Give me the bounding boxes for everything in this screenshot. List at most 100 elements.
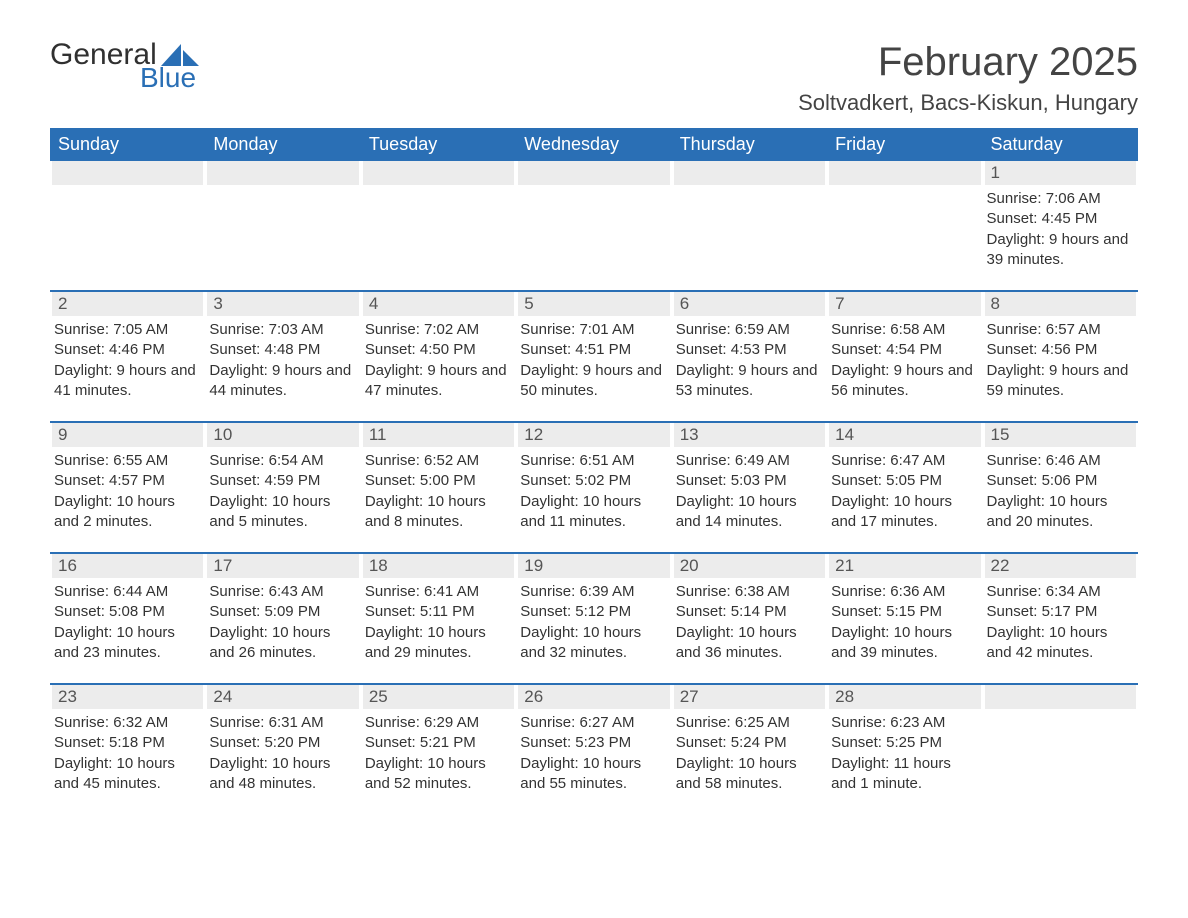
- day-details: Sunrise: 7:02 AMSunset: 4:50 PMDaylight:…: [363, 320, 514, 401]
- sunrise-text: Sunrise: 7:06 AM: [987, 189, 1134, 209]
- dow-cell: Sunday: [50, 128, 205, 161]
- day-details: Sunrise: 6:51 AMSunset: 5:02 PMDaylight:…: [518, 451, 669, 532]
- day-cell-blank: [361, 161, 516, 276]
- day-number: 26: [518, 685, 669, 709]
- sunset-text: Sunset: 5:09 PM: [209, 602, 356, 622]
- daylight-text: Daylight: 10 hours and 8 minutes.: [365, 492, 512, 533]
- sunrise-text: Sunrise: 6:51 AM: [520, 451, 667, 471]
- day-details: Sunrise: 6:31 AMSunset: 5:20 PMDaylight:…: [207, 713, 358, 794]
- sunset-text: Sunset: 5:03 PM: [676, 471, 823, 491]
- day-cell: 26Sunrise: 6:27 AMSunset: 5:23 PMDayligh…: [516, 685, 671, 800]
- sunset-text: Sunset: 4:53 PM: [676, 340, 823, 360]
- day-cell: 3Sunrise: 7:03 AMSunset: 4:48 PMDaylight…: [205, 292, 360, 407]
- sunset-text: Sunset: 5:05 PM: [831, 471, 978, 491]
- sunset-text: Sunset: 5:02 PM: [520, 471, 667, 491]
- day-number: 15: [985, 423, 1136, 447]
- day-cell-blank: [516, 161, 671, 276]
- day-details: Sunrise: 6:52 AMSunset: 5:00 PMDaylight:…: [363, 451, 514, 532]
- day-number: 25: [363, 685, 514, 709]
- day-cell: 4Sunrise: 7:02 AMSunset: 4:50 PMDaylight…: [361, 292, 516, 407]
- week-row: 1Sunrise: 7:06 AMSunset: 4:45 PMDaylight…: [50, 161, 1138, 276]
- day-cell: 5Sunrise: 7:01 AMSunset: 4:51 PMDaylight…: [516, 292, 671, 407]
- day-details: Sunrise: 6:36 AMSunset: 5:15 PMDaylight:…: [829, 582, 980, 663]
- daylight-text: Daylight: 11 hours and 1 minute.: [831, 754, 978, 795]
- day-cell: 16Sunrise: 6:44 AMSunset: 5:08 PMDayligh…: [50, 554, 205, 669]
- day-number: 12: [518, 423, 669, 447]
- day-details: Sunrise: 6:47 AMSunset: 5:05 PMDaylight:…: [829, 451, 980, 532]
- day-details: Sunrise: 7:01 AMSunset: 4:51 PMDaylight:…: [518, 320, 669, 401]
- sunrise-text: Sunrise: 6:54 AM: [209, 451, 356, 471]
- day-details: Sunrise: 6:41 AMSunset: 5:11 PMDaylight:…: [363, 582, 514, 663]
- sunrise-text: Sunrise: 6:49 AM: [676, 451, 823, 471]
- day-number: 2: [52, 292, 203, 316]
- daylight-text: Daylight: 10 hours and 14 minutes.: [676, 492, 823, 533]
- day-cell-blank: [672, 161, 827, 276]
- day-details: Sunrise: 6:59 AMSunset: 4:53 PMDaylight:…: [674, 320, 825, 401]
- day-cell: 8Sunrise: 6:57 AMSunset: 4:56 PMDaylight…: [983, 292, 1138, 407]
- sunrise-text: Sunrise: 6:32 AM: [54, 713, 201, 733]
- sunset-text: Sunset: 4:50 PM: [365, 340, 512, 360]
- dow-cell: Wednesday: [516, 128, 671, 161]
- day-cell: 6Sunrise: 6:59 AMSunset: 4:53 PMDaylight…: [672, 292, 827, 407]
- day-number: 24: [207, 685, 358, 709]
- daylight-text: Daylight: 10 hours and 32 minutes.: [520, 623, 667, 664]
- day-cell: 1Sunrise: 7:06 AMSunset: 4:45 PMDaylight…: [983, 161, 1138, 276]
- daylight-text: Daylight: 10 hours and 48 minutes.: [209, 754, 356, 795]
- sunrise-text: Sunrise: 6:23 AM: [831, 713, 978, 733]
- sunrise-text: Sunrise: 6:36 AM: [831, 582, 978, 602]
- daylight-text: Daylight: 10 hours and 39 minutes.: [831, 623, 978, 664]
- dow-cell: Monday: [205, 128, 360, 161]
- sunset-text: Sunset: 5:12 PM: [520, 602, 667, 622]
- sunset-text: Sunset: 5:14 PM: [676, 602, 823, 622]
- day-number: 21: [829, 554, 980, 578]
- sunset-text: Sunset: 5:25 PM: [831, 733, 978, 753]
- daylight-text: Daylight: 9 hours and 56 minutes.: [831, 361, 978, 402]
- daylight-text: Daylight: 10 hours and 26 minutes.: [209, 623, 356, 664]
- sunset-text: Sunset: 5:15 PM: [831, 602, 978, 622]
- day-cell: 23Sunrise: 6:32 AMSunset: 5:18 PMDayligh…: [50, 685, 205, 800]
- day-number: 28: [829, 685, 980, 709]
- header: General Blue February 2025 Soltvadkert, …: [50, 40, 1138, 116]
- day-cell: 15 Sunrise: 6:46 AMSunset: 5:06 PMDayligh…: [983, 423, 1138, 538]
- day-details: Sunrise: 6:46 AMSunset: 5:06 PMDaylight:…: [985, 451, 1136, 532]
- day-number: 20: [674, 554, 825, 578]
- daylight-text: Daylight: 10 hours and 11 minutes.: [520, 492, 667, 533]
- week-row: 23Sunrise: 6:32 AMSunset: 5:18 PMDayligh…: [50, 683, 1138, 800]
- day-number: 1: [985, 161, 1136, 185]
- sunset-text: Sunset: 5:08 PM: [54, 602, 201, 622]
- day-number: [363, 161, 514, 185]
- daylight-text: Daylight: 9 hours and 53 minutes.: [676, 361, 823, 402]
- sunrise-text: Sunrise: 6:52 AM: [365, 451, 512, 471]
- day-cell: 14Sunrise: 6:47 AMSunset: 5:05 PMDayligh…: [827, 423, 982, 538]
- day-details: Sunrise: 6:58 AMSunset: 4:54 PMDaylight:…: [829, 320, 980, 401]
- day-number: 10: [207, 423, 358, 447]
- sunset-text: Sunset: 5:24 PM: [676, 733, 823, 753]
- daylight-text: Daylight: 9 hours and 50 minutes.: [520, 361, 667, 402]
- day-cell: 7Sunrise: 6:58 AMSunset: 4:54 PMDaylight…: [827, 292, 982, 407]
- sunset-text: Sunset: 5:00 PM: [365, 471, 512, 491]
- day-cell: 21 Sunrise: 6:36 AMSunset: 5:15 PMDayligh…: [827, 554, 982, 669]
- sunset-text: Sunset: 4:48 PM: [209, 340, 356, 360]
- location-text: Soltvadkert, Bacs-Kiskun, Hungary: [798, 90, 1138, 116]
- day-cell: 27Sunrise: 6:25 AMSunset: 5:24 PMDayligh…: [672, 685, 827, 800]
- day-details: Sunrise: 6:39 AMSunset: 5:12 PMDaylight:…: [518, 582, 669, 663]
- month-title: February 2025: [798, 40, 1138, 84]
- dow-cell: Friday: [827, 128, 982, 161]
- daylight-text: Daylight: 10 hours and 29 minutes.: [365, 623, 512, 664]
- daylight-text: Daylight: 10 hours and 45 minutes.: [54, 754, 201, 795]
- day-cell-blank: [50, 161, 205, 276]
- sunrise-text: Sunrise: 6:39 AM: [520, 582, 667, 602]
- day-of-week-header: SundayMondayTuesdayWednesdayThursdayFrid…: [50, 128, 1138, 161]
- day-number: 27: [674, 685, 825, 709]
- sunrise-text: Sunrise: 6:27 AM: [520, 713, 667, 733]
- dow-cell: Thursday: [672, 128, 827, 161]
- day-cell: 11Sunrise: 6:52 AMSunset: 5:00 PMDayligh…: [361, 423, 516, 538]
- day-details: Sunrise: 6:29 AMSunset: 5:21 PMDaylight:…: [363, 713, 514, 794]
- day-number: 22: [985, 554, 1136, 578]
- day-details: Sunrise: 7:03 AMSunset: 4:48 PMDaylight:…: [207, 320, 358, 401]
- day-details: Sunrise: 6:43 AMSunset: 5:09 PMDaylight:…: [207, 582, 358, 663]
- sunset-text: Sunset: 5:17 PM: [987, 602, 1134, 622]
- sunrise-text: Sunrise: 7:03 AM: [209, 320, 356, 340]
- logo: General Blue: [50, 40, 199, 92]
- day-number: 23: [52, 685, 203, 709]
